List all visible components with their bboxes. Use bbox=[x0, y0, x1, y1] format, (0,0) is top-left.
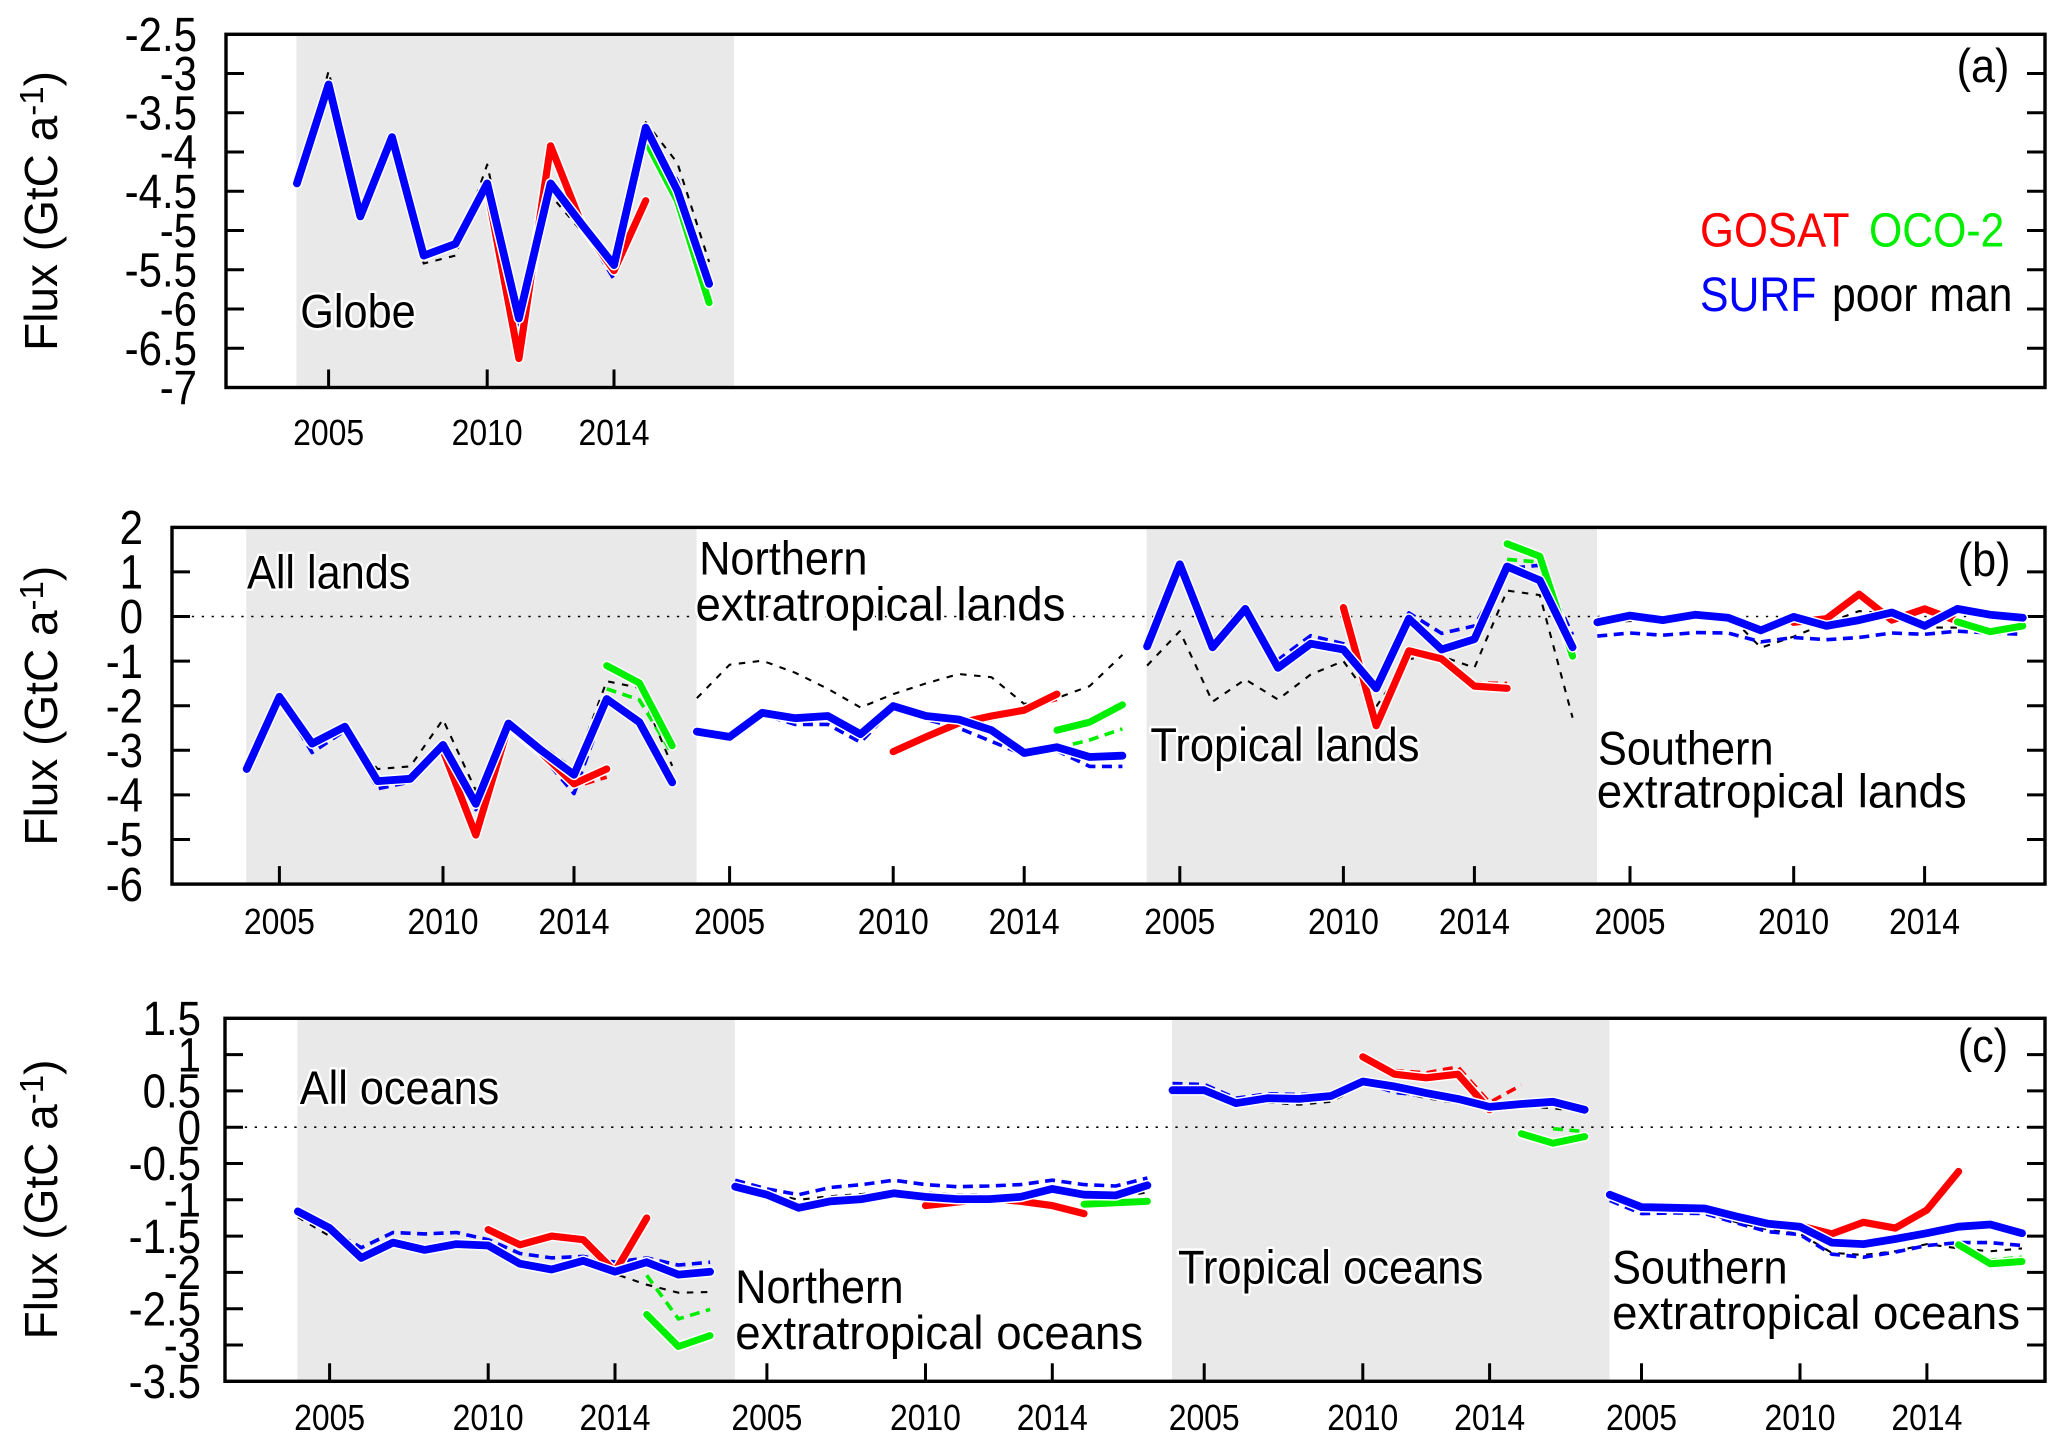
svg-text:-1.5: -1.5 bbox=[129, 1211, 201, 1264]
svg-text:Flux (GtC a-1): Flux (GtC a-1) bbox=[13, 566, 67, 846]
svg-text:2005: 2005 bbox=[1169, 1397, 1240, 1438]
svg-text:2005: 2005 bbox=[1595, 901, 1666, 942]
svg-text:-5.5: -5.5 bbox=[125, 244, 197, 297]
svg-text:SURF: SURF bbox=[1700, 269, 1816, 322]
svg-text:2014: 2014 bbox=[1017, 1397, 1088, 1438]
svg-text:-4: -4 bbox=[106, 770, 143, 823]
svg-text:2014: 2014 bbox=[1439, 901, 1510, 942]
svg-text:extratropical oceans: extratropical oceans bbox=[735, 1306, 1143, 1359]
svg-text:All oceans: All oceans bbox=[300, 1061, 500, 1114]
svg-text:2005: 2005 bbox=[1144, 901, 1215, 942]
svg-text:1.5: 1.5 bbox=[143, 993, 201, 1046]
svg-text:2014: 2014 bbox=[579, 1397, 650, 1438]
svg-text:2010: 2010 bbox=[452, 412, 523, 453]
svg-text:2010: 2010 bbox=[453, 1397, 524, 1438]
svg-text:2010: 2010 bbox=[858, 901, 929, 942]
svg-text:-4: -4 bbox=[160, 127, 197, 180]
svg-text:1: 1 bbox=[120, 547, 143, 600]
svg-text:Northern: Northern bbox=[735, 1260, 903, 1313]
svg-text:2010: 2010 bbox=[1765, 1397, 1836, 1438]
svg-text:0: 0 bbox=[120, 591, 143, 644]
svg-text:-2.5: -2.5 bbox=[125, 9, 197, 62]
svg-text:-3: -3 bbox=[160, 48, 197, 101]
svg-text:(c): (c) bbox=[1958, 1019, 2008, 1072]
svg-text:-1: -1 bbox=[164, 1175, 201, 1228]
svg-text:-7: -7 bbox=[160, 362, 197, 415]
svg-text:2005: 2005 bbox=[244, 901, 315, 942]
svg-text:2010: 2010 bbox=[890, 1397, 961, 1438]
svg-text:2014: 2014 bbox=[538, 901, 609, 942]
svg-text:1: 1 bbox=[178, 1029, 201, 1082]
svg-text:All lands: All lands bbox=[247, 545, 410, 598]
svg-text:poor man: poor man bbox=[1832, 269, 2012, 322]
svg-text:2005: 2005 bbox=[293, 412, 364, 453]
svg-text:-6: -6 bbox=[160, 284, 197, 337]
svg-text:(b): (b) bbox=[1958, 533, 2011, 586]
svg-text:Flux (GtC a-1): Flux (GtC a-1) bbox=[13, 71, 67, 351]
svg-text:extratropical lands: extratropical lands bbox=[696, 578, 1066, 631]
svg-text:2005: 2005 bbox=[1606, 1397, 1677, 1438]
svg-text:Southern: Southern bbox=[1598, 721, 1774, 774]
svg-text:2010: 2010 bbox=[1327, 1397, 1398, 1438]
svg-text:(a): (a) bbox=[1957, 39, 2010, 92]
svg-text:-3: -3 bbox=[106, 725, 143, 778]
svg-text:2005: 2005 bbox=[294, 1397, 365, 1438]
svg-text:2014: 2014 bbox=[1891, 1397, 1962, 1438]
svg-text:2010: 2010 bbox=[1308, 901, 1379, 942]
svg-text:2: 2 bbox=[120, 502, 143, 555]
svg-text:-2: -2 bbox=[164, 1247, 201, 1300]
svg-text:-0.5: -0.5 bbox=[129, 1138, 201, 1191]
svg-text:Tropical lands: Tropical lands bbox=[1150, 718, 1419, 771]
svg-text:-5: -5 bbox=[160, 205, 197, 258]
svg-text:Tropical oceans: Tropical oceans bbox=[1178, 1241, 1483, 1294]
svg-text:extratropical oceans: extratropical oceans bbox=[1612, 1286, 2020, 1339]
svg-text:2014: 2014 bbox=[1454, 1397, 1525, 1438]
svg-text:Globe: Globe bbox=[300, 285, 415, 338]
svg-text:2010: 2010 bbox=[1758, 901, 1829, 942]
svg-text:-3.5: -3.5 bbox=[129, 1356, 201, 1409]
svg-text:Northern: Northern bbox=[699, 532, 867, 585]
svg-text:-4.5: -4.5 bbox=[125, 166, 197, 219]
svg-text:2005: 2005 bbox=[694, 901, 765, 942]
svg-text:0: 0 bbox=[178, 1102, 201, 1155]
svg-text:-3: -3 bbox=[164, 1320, 201, 1373]
svg-text:OCO-2: OCO-2 bbox=[1869, 205, 2004, 258]
svg-text:Southern: Southern bbox=[1612, 1241, 1788, 1294]
svg-text:2005: 2005 bbox=[731, 1397, 802, 1438]
svg-text:0.5: 0.5 bbox=[143, 1066, 201, 1119]
svg-text:2010: 2010 bbox=[408, 901, 479, 942]
svg-text:extratropical lands: extratropical lands bbox=[1597, 765, 1967, 818]
svg-text:2014: 2014 bbox=[989, 901, 1060, 942]
svg-text:-5: -5 bbox=[106, 814, 143, 867]
svg-text:-2: -2 bbox=[106, 680, 143, 733]
svg-text:Flux (GtC a-1): Flux (GtC a-1) bbox=[13, 1060, 67, 1340]
svg-text:2014: 2014 bbox=[1889, 901, 1960, 942]
svg-text:-6.5: -6.5 bbox=[125, 323, 197, 376]
svg-text:-2.5: -2.5 bbox=[129, 1283, 201, 1336]
svg-text:GOSAT: GOSAT bbox=[1700, 205, 1850, 258]
svg-text:-6: -6 bbox=[106, 859, 143, 912]
svg-text:2014: 2014 bbox=[578, 412, 649, 453]
svg-text:-3.5: -3.5 bbox=[125, 87, 197, 140]
svg-text:-1: -1 bbox=[106, 636, 143, 689]
